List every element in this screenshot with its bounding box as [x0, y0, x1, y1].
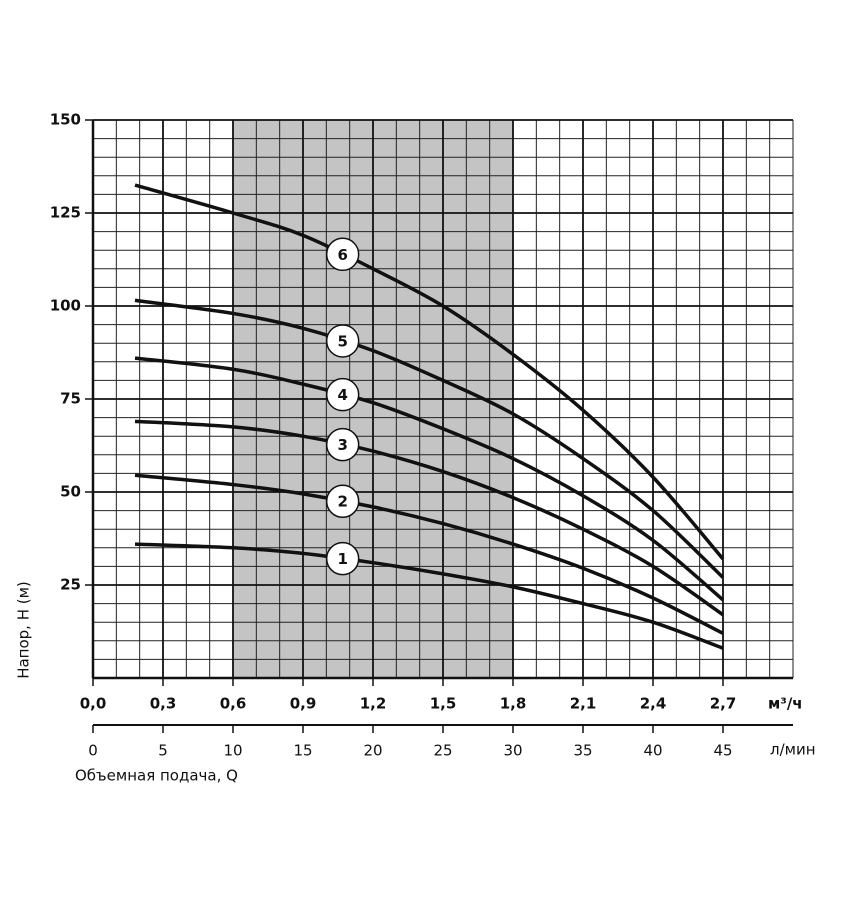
x-tick-label: 2,1: [570, 695, 597, 713]
y-tick-label: 150: [50, 111, 81, 129]
curve-label: 5: [337, 332, 347, 350]
x2-tick-label: 5: [158, 742, 168, 760]
y-axis-label: Напор, H (м): [15, 581, 33, 679]
x2-unit: л/мин: [770, 741, 816, 759]
x-tick-label: 1,2: [360, 695, 387, 713]
x-tick-label: 2,4: [640, 695, 667, 713]
pump-curve: [134, 473, 724, 635]
curve-badge: [325, 541, 360, 576]
curve-badge: [325, 237, 360, 272]
y-tick-label: 100: [50, 297, 81, 315]
x-tick-label: 0,6: [220, 695, 247, 713]
x-tick-label: 1,5: [430, 695, 457, 713]
curve-label: 6: [337, 246, 347, 264]
curve-badge: [325, 377, 360, 412]
x-tick-label: 1,8: [500, 695, 527, 713]
pump-curve: [134, 183, 725, 561]
y-tick-label: 50: [60, 483, 81, 501]
pump-curve: [134, 298, 725, 579]
x2-tick-label: 25: [433, 742, 452, 760]
curve-label: 4: [337, 386, 347, 404]
x2-tick-label: 30: [503, 742, 522, 760]
y-tick-label: 125: [50, 204, 81, 222]
x-tick-label: 0,3: [150, 695, 177, 713]
x2-tick-label: 40: [643, 742, 662, 760]
x2-tick-label: 20: [363, 742, 382, 760]
y-tick-label: 25: [60, 576, 81, 594]
pump-curve: [134, 356, 725, 602]
x2-tick-label: 15: [293, 742, 312, 760]
pump-curve: [134, 419, 724, 617]
pump-curve: [134, 542, 724, 650]
x-tick-label: 2,7: [710, 695, 737, 713]
x2-tick-label: 45: [713, 742, 732, 760]
x-tick-label: 0,0: [80, 695, 107, 713]
x-tick-label: 0,9: [290, 695, 317, 713]
x2-tick-label: 0: [88, 742, 98, 760]
x2-tick-label: 35: [573, 742, 592, 760]
x-unit: м³/ч: [768, 695, 803, 713]
x-axis-label: Объемная подача, Q: [75, 767, 238, 785]
curve-badge: [325, 427, 360, 462]
y-tick-label: 75: [60, 390, 81, 408]
x2-tick-label: 10: [223, 742, 242, 760]
curve-badge: [325, 324, 360, 358]
curve-label: 3: [337, 436, 347, 454]
curve-badge: [325, 484, 360, 518]
curve-label: 1: [337, 550, 347, 568]
curve-label: 2: [337, 493, 347, 511]
